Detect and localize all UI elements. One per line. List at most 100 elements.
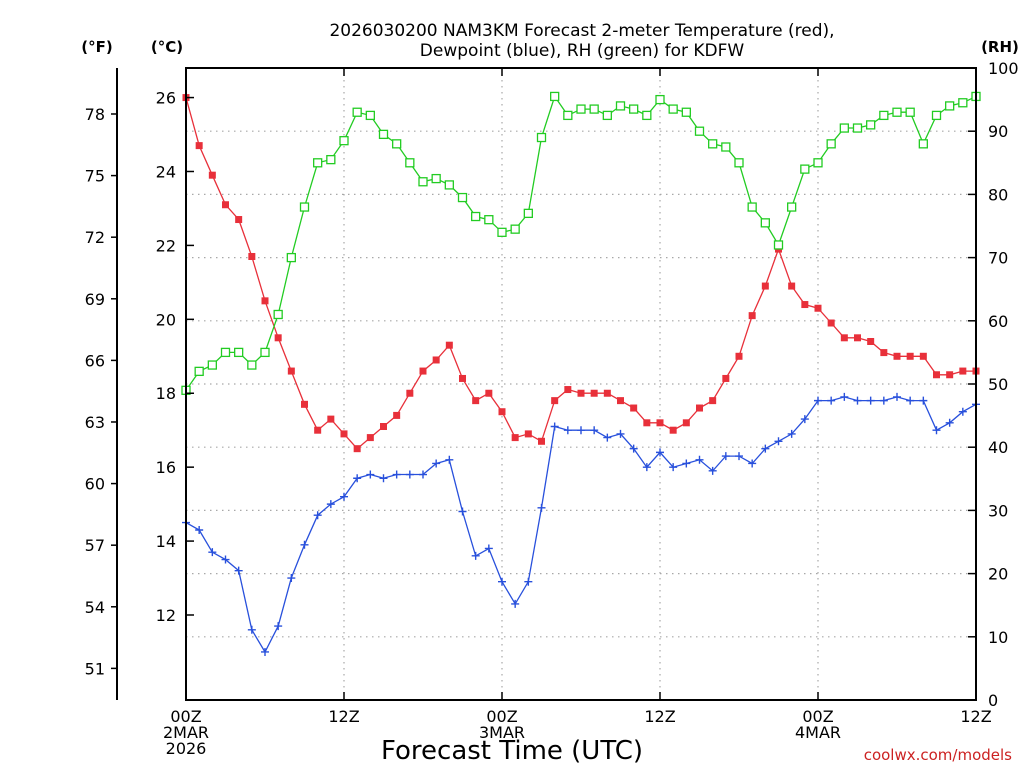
dewpoint-point: [221, 555, 230, 564]
x-tick-label: 2MAR: [163, 723, 209, 742]
temperature-point: [432, 356, 440, 364]
temperature-point: [867, 337, 875, 345]
temperature-point: [801, 301, 809, 309]
dewpoint-point: [932, 426, 941, 435]
x-tick-label: 00Z: [486, 707, 517, 726]
temperature-point: [709, 397, 717, 405]
x-tick-label: 00Z: [170, 707, 201, 726]
fahrenheit-tick-label: 51: [85, 659, 105, 678]
rh-tick-label: 40: [988, 438, 1008, 457]
fahrenheit-tick-label: 63: [85, 413, 105, 432]
temperature-point: [445, 341, 453, 349]
chart-title-line-2: Dewpoint (blue), RH (green) for KDFW: [420, 41, 745, 61]
rh-tick-label: 10: [988, 628, 1008, 647]
rh-point: [299, 202, 310, 212]
rh-point: [773, 240, 784, 250]
temperature-point: [722, 374, 730, 382]
dewpoint-point: [642, 463, 651, 472]
rh-point: [629, 104, 639, 114]
rh-point: [576, 104, 586, 114]
rh-point: [787, 202, 797, 212]
rh-point: [655, 94, 665, 105]
fahrenheit-tick-label: 66: [85, 351, 105, 370]
celsius-tick-label: 26: [156, 89, 176, 108]
temperature-series: [182, 94, 980, 453]
temperature-point: [748, 312, 756, 320]
rh-point: [694, 126, 705, 136]
fahrenheit-tick-label: 54: [85, 598, 105, 617]
dewpoint-point: [629, 444, 638, 453]
temperature-point: [327, 415, 335, 423]
rh-point: [839, 123, 849, 133]
dewpoint-point: [774, 437, 783, 446]
dewpoint-point: [195, 525, 204, 534]
rh-point: [207, 360, 217, 370]
rh-point: [721, 142, 731, 152]
temperature-point: [301, 400, 308, 408]
temperature-point: [287, 367, 295, 375]
temperature-point: [906, 352, 914, 360]
dewpoint-point: [748, 459, 757, 468]
temperature-point: [590, 389, 598, 397]
data-series: [181, 91, 981, 656]
rh-point: [681, 107, 691, 117]
temperature-point: [485, 389, 493, 397]
rh-point: [234, 347, 244, 358]
temperature-point: [761, 282, 769, 290]
rh-point: [313, 158, 323, 168]
dewpoint-point: [471, 551, 480, 560]
fahrenheit-tick-label: 78: [85, 105, 105, 124]
temperature-point: [840, 334, 848, 342]
rh-point: [339, 136, 349, 146]
rh-tick-label: 100: [988, 59, 1019, 78]
rh-point: [497, 227, 507, 237]
temperature-point: [511, 434, 519, 442]
temperature-point: [222, 201, 229, 209]
dewpoint-point: [313, 511, 322, 520]
x-tick-label: 00Z: [802, 707, 833, 726]
dewpoint-point: [432, 459, 441, 468]
rh-point: [392, 139, 402, 149]
temperature-point: [696, 404, 703, 412]
rh-point: [668, 104, 678, 114]
rh-point: [260, 347, 270, 358]
dewpoint-point: [787, 429, 796, 438]
dewpoint-point: [708, 466, 717, 475]
rh-point: [471, 211, 481, 222]
dewpoint-point: [840, 392, 849, 401]
x-tick-label: 4MAR: [795, 723, 841, 742]
fahrenheit-tick-label: 69: [85, 290, 105, 309]
rh-point: [918, 139, 928, 149]
dewpoint-point: [484, 544, 493, 553]
x-tick-label: 3MAR: [479, 723, 525, 742]
celsius-tick-label: 20: [156, 310, 176, 329]
rh-point: [615, 101, 626, 111]
dewpoint-point: [392, 470, 401, 479]
rh-point: [760, 218, 770, 228]
rh-point: [444, 180, 454, 190]
temperature-point: [669, 426, 677, 434]
rh-point: [220, 347, 231, 358]
celsius-unit-label: (°C): [151, 38, 183, 56]
rh-tick-label: 60: [988, 312, 1008, 331]
temperature-point: [261, 297, 269, 305]
temperature-point: [314, 426, 322, 434]
temperature-point: [524, 430, 532, 438]
temperature-point: [854, 334, 861, 342]
rh-point: [852, 123, 863, 133]
rh-point: [286, 252, 296, 263]
temperature-point: [643, 419, 651, 427]
dewpoint-point: [326, 500, 335, 509]
plot-frame: [185, 67, 977, 701]
temperature-point: [814, 304, 822, 312]
celsius-tick-label: 14: [156, 532, 176, 551]
dewpoint-point: [261, 647, 269, 656]
dewpoint-point: [682, 459, 691, 468]
dewpoint-series: [182, 392, 980, 656]
dewpoint-point: [590, 426, 599, 435]
rh-point: [247, 360, 257, 370]
rh-point: [457, 192, 468, 203]
rh-point: [642, 110, 652, 121]
dewpoint-point: [656, 448, 664, 457]
temperature-point: [933, 371, 940, 379]
